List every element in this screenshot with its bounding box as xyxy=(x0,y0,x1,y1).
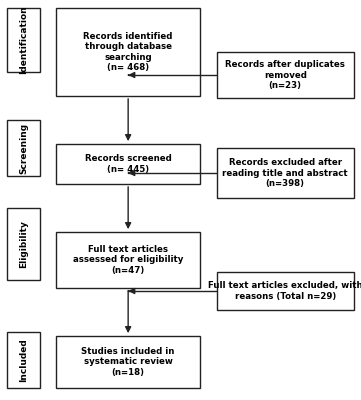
FancyBboxPatch shape xyxy=(217,272,354,310)
Text: Included: Included xyxy=(19,338,28,382)
Text: Identification: Identification xyxy=(19,6,28,74)
FancyBboxPatch shape xyxy=(56,144,200,184)
FancyBboxPatch shape xyxy=(217,52,354,98)
Text: Full text articles excluded, with
reasons (Total n=29): Full text articles excluded, with reason… xyxy=(208,281,361,301)
Text: Records after duplicates
removed
(n=23): Records after duplicates removed (n=23) xyxy=(225,60,345,90)
FancyBboxPatch shape xyxy=(7,8,40,72)
FancyBboxPatch shape xyxy=(56,8,200,96)
FancyBboxPatch shape xyxy=(7,120,40,176)
Text: Full text articles
assessed for eligibility
(n=47): Full text articles assessed for eligibil… xyxy=(73,245,183,275)
Text: Screening: Screening xyxy=(19,122,28,174)
FancyBboxPatch shape xyxy=(56,336,200,388)
Text: Studies included in
systematic review
(n=18): Studies included in systematic review (n… xyxy=(82,347,175,377)
FancyBboxPatch shape xyxy=(7,208,40,280)
Text: Records excluded after
reading title and abstract
(n=398): Records excluded after reading title and… xyxy=(222,158,348,188)
FancyBboxPatch shape xyxy=(7,332,40,388)
Text: Eligibility: Eligibility xyxy=(19,220,28,268)
Text: Records screened
(n= 445): Records screened (n= 445) xyxy=(85,154,171,174)
Text: Records identified
through database
searching
(n= 468): Records identified through database sear… xyxy=(83,32,173,72)
FancyBboxPatch shape xyxy=(56,232,200,288)
FancyBboxPatch shape xyxy=(217,148,354,198)
